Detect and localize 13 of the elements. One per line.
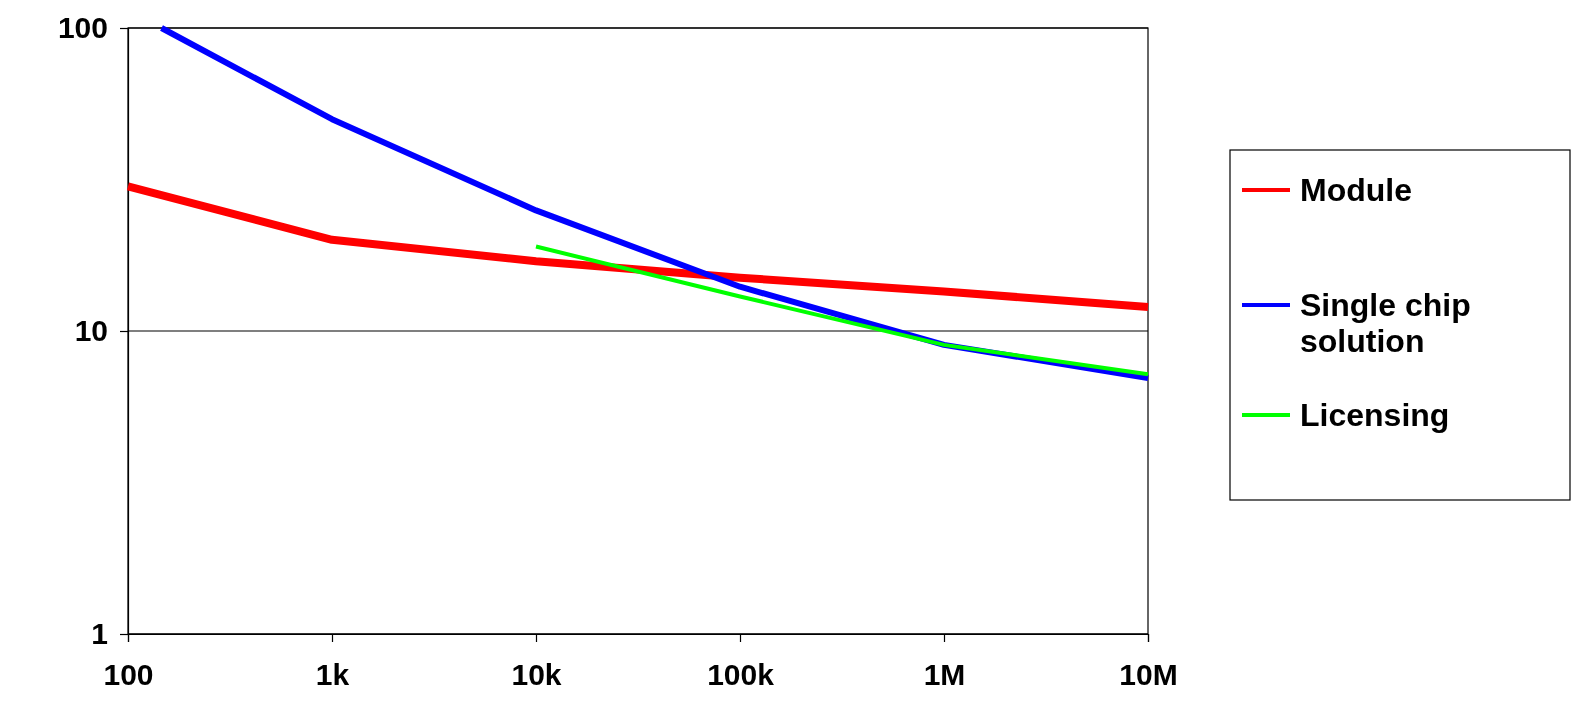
legend-label: Module [1300, 172, 1412, 208]
legend-label: Licensing [1300, 397, 1450, 433]
x-tick-label: 1M [923, 658, 966, 692]
y-tick-label: 10 [74, 314, 108, 348]
x-tick-label: 1k [315, 658, 350, 692]
x-tick-label: 100 [103, 658, 154, 692]
line-series [534, 244, 1150, 377]
x-tick-label: 10M [1119, 658, 1178, 692]
y-tick-label: 100 [57, 11, 108, 45]
x-tick-label: 100k [707, 658, 775, 692]
x-tick-label: 10k [511, 658, 562, 692]
legend-label: Single chip solution [1300, 287, 1471, 359]
y-tick-label: 1 [91, 617, 108, 651]
